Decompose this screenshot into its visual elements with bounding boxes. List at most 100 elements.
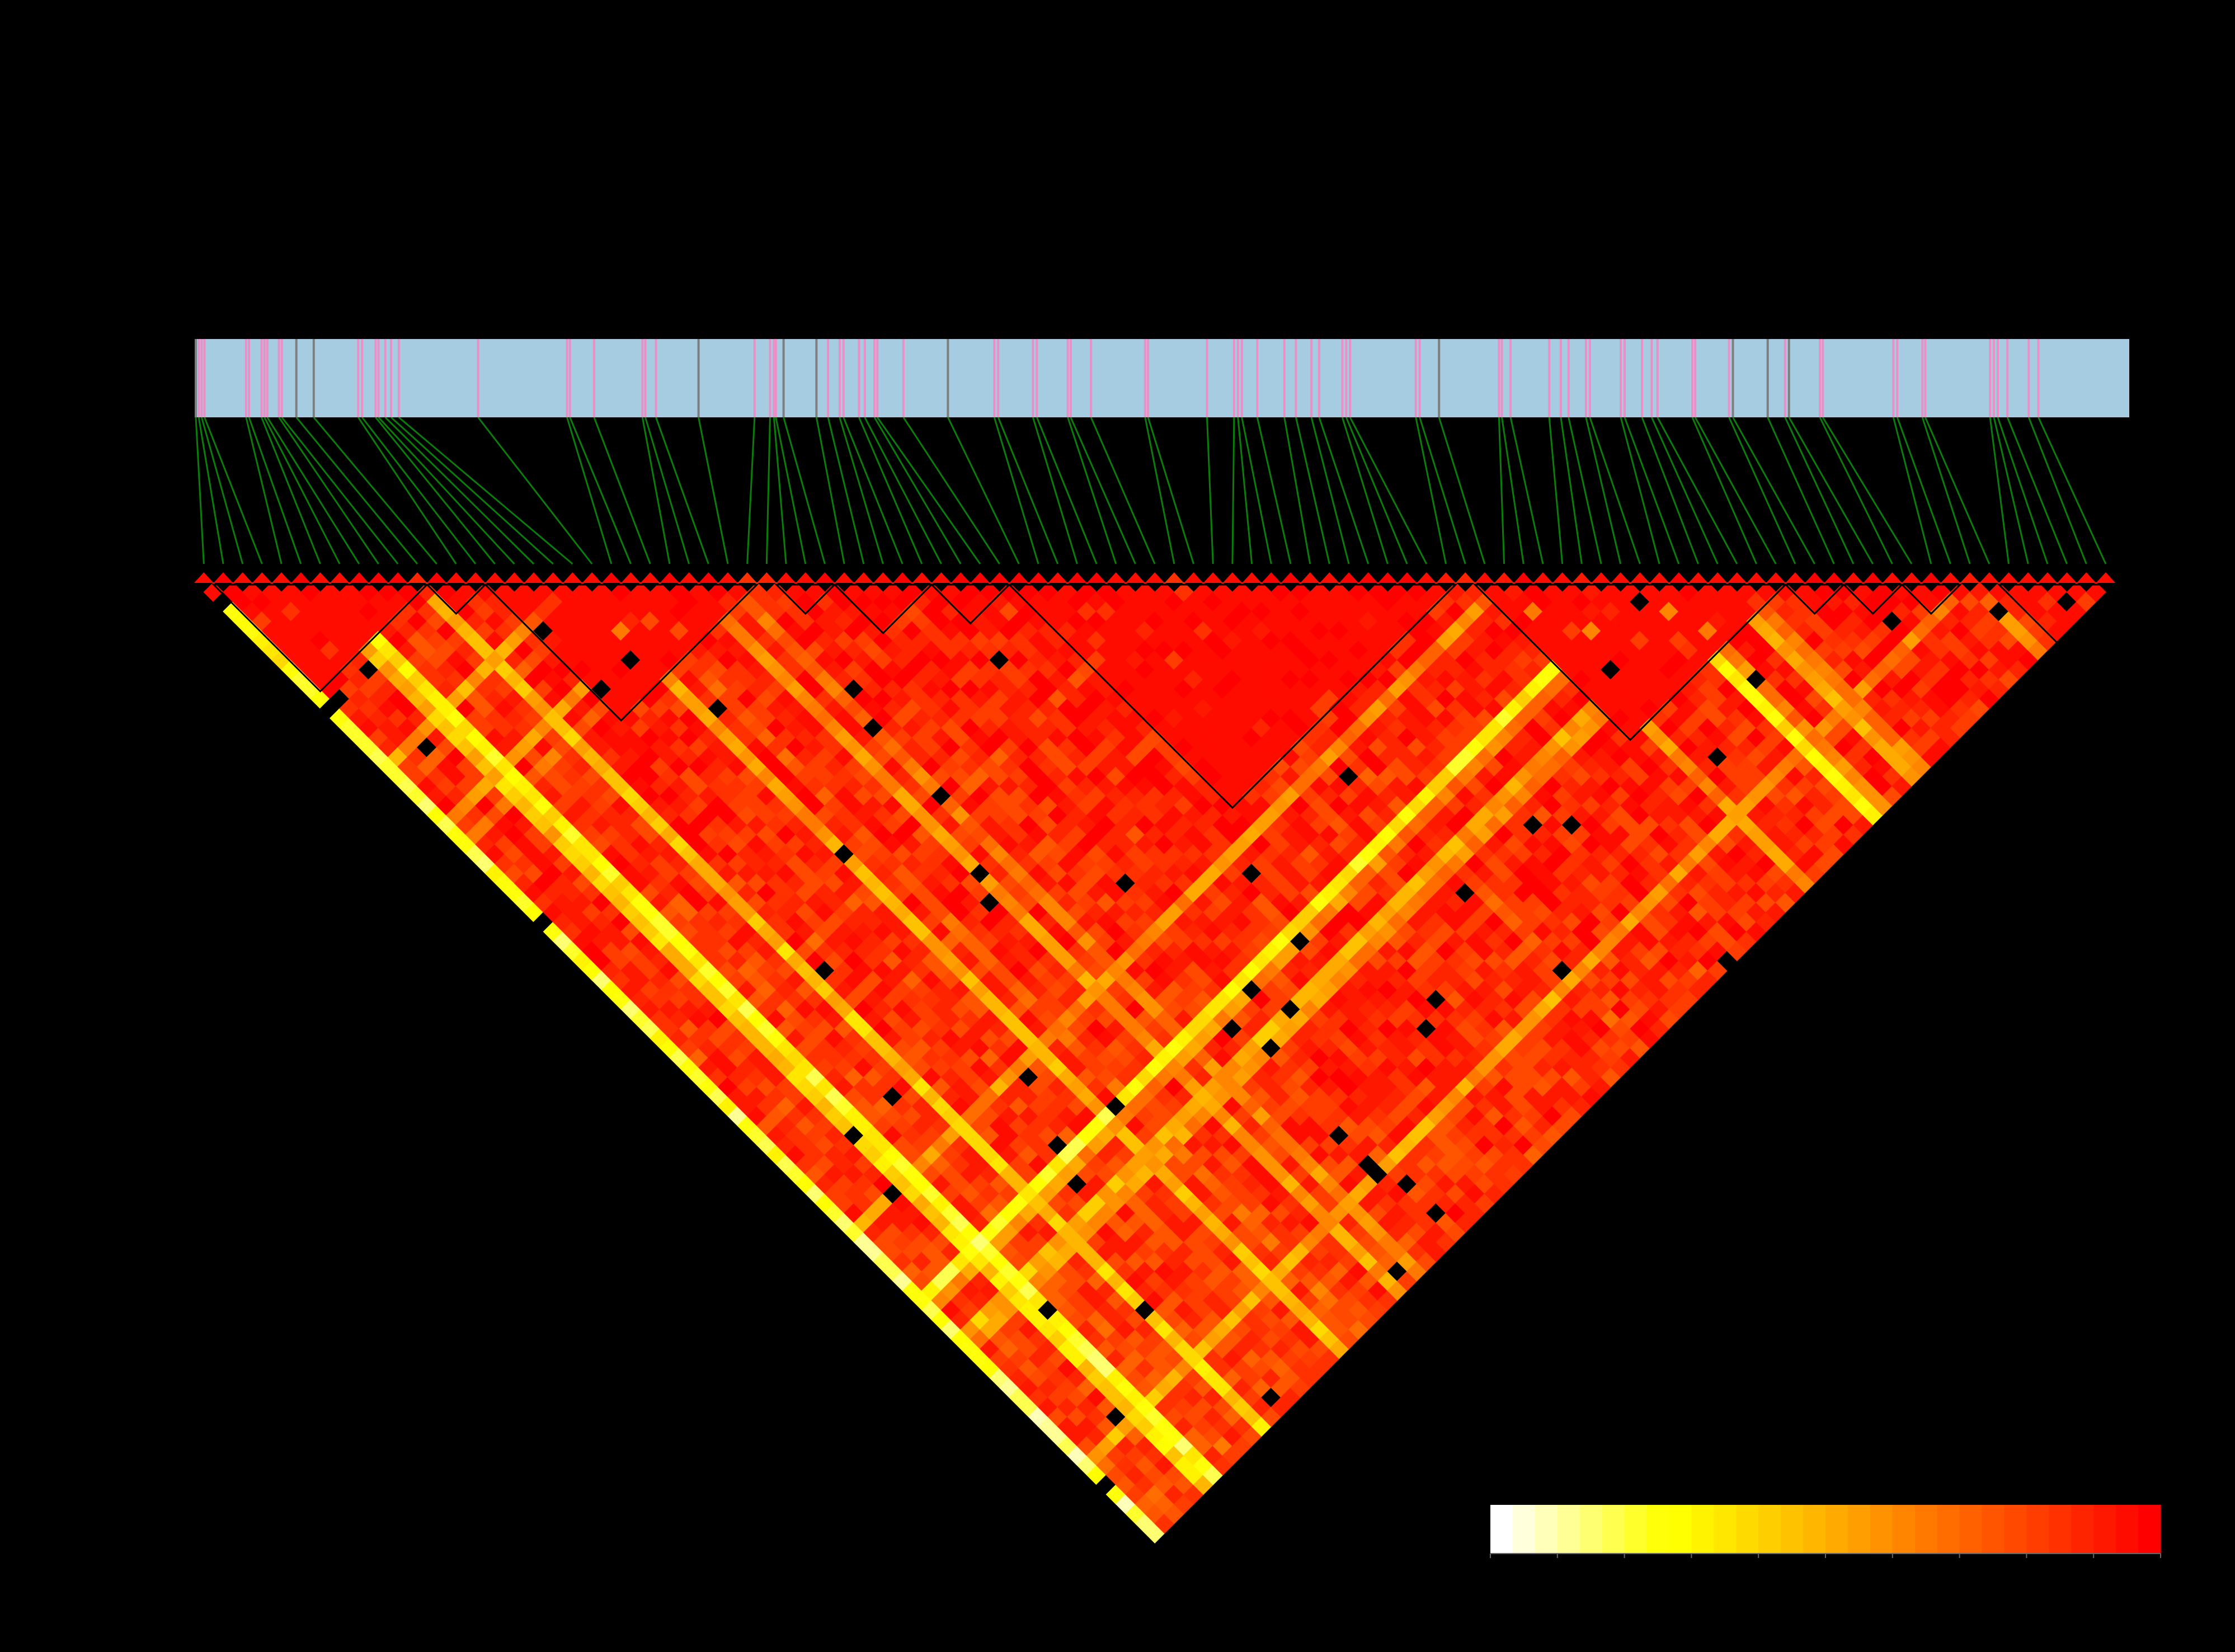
snp-connector-line (1728, 417, 1796, 564)
snp-connector-line (357, 417, 457, 564)
snp-connector-line (204, 417, 263, 564)
snp-connector-line (1641, 417, 1699, 564)
snp-connector-line (266, 417, 360, 564)
snp-connector-line (1788, 417, 1874, 564)
snp-connector-line (1732, 417, 1815, 564)
snp-connector-line (1090, 417, 1156, 564)
snp-connector-line (698, 417, 729, 564)
snp-connector-line (843, 417, 904, 564)
snp-connector-line (1819, 417, 1893, 564)
snp-connector-line (858, 417, 923, 564)
snp-connector-line (248, 417, 302, 564)
ld-cell (203, 582, 224, 603)
snp-connector-line (902, 417, 1000, 564)
snp-connector-line (1419, 417, 1466, 564)
snp-connector-line (1438, 417, 1486, 564)
snp-connector-line (1784, 417, 1855, 564)
snp-connector-line (1036, 417, 1098, 564)
snp-connector-line (384, 416, 535, 565)
snp-connector-line (827, 417, 865, 564)
snp-connector-line (1993, 417, 2029, 564)
snp-connector-line (1560, 417, 1583, 564)
snp-connector-line (947, 417, 1020, 564)
snp-connector-line (375, 417, 496, 564)
snp-connector-line (1231, 417, 1235, 564)
snp-connector-line (1206, 417, 1214, 564)
snp-connector-line (264, 417, 341, 564)
snp-connector-line (245, 417, 283, 564)
snp-connector-line (361, 417, 477, 564)
snp-connector-line (839, 417, 884, 564)
snp-connector-line (873, 417, 962, 564)
genomic-position-bar (195, 339, 2129, 417)
position-bar-rect (196, 339, 2129, 417)
snp-connector-line (1925, 417, 1991, 564)
snp-connector-line (1694, 417, 1777, 564)
snp-connector-line (1892, 417, 1932, 564)
snp-connector-line (1310, 417, 1350, 564)
snp-connector-line (569, 417, 632, 564)
snp-connector-line (477, 417, 593, 564)
snp-connector-line (775, 417, 807, 564)
snp-connector-line (2038, 417, 2107, 564)
snp-connector-line (1650, 417, 1719, 564)
snp-connector-line (281, 417, 399, 564)
snp-connector-line (1341, 417, 1389, 564)
snp-connector-line (1415, 417, 1447, 564)
snp-connector-line (1237, 417, 1253, 564)
snp-connector-line (1620, 417, 1660, 564)
snp-connector-line (1283, 417, 1311, 564)
snp-connector-line (593, 417, 651, 564)
snp-connector-line (815, 417, 845, 564)
snp-connector-line (644, 417, 690, 564)
snp-connector-line (877, 417, 981, 564)
snp-connector-line (1585, 417, 1622, 564)
snp-connector-line (1501, 417, 1524, 564)
snp-connector-line (1509, 417, 1544, 564)
snp-connector-line (1498, 417, 1505, 564)
snp-connector-line (200, 417, 244, 564)
snp-connector-line (566, 417, 613, 564)
snp-connector-line (655, 417, 709, 564)
snp-connector-line (765, 417, 771, 564)
snp-connector-line (261, 417, 321, 564)
snp-connector-line (1318, 417, 1370, 564)
snp-connector-line (1147, 417, 1194, 564)
snp-connector-line (295, 417, 418, 564)
snp-connector-line (746, 417, 756, 564)
snp-connector-line (1295, 417, 1330, 564)
snp-connector-line (1241, 417, 1272, 564)
snp-connector-line (1568, 417, 1602, 564)
snp-connector-line (773, 417, 787, 564)
snp-connector-line (2027, 417, 2087, 564)
snp-connector-line (313, 417, 437, 564)
snp-connector-lines (195, 416, 2107, 565)
snp-connector-line (1989, 417, 2010, 564)
snp-connector-line (1691, 417, 1757, 564)
snp-connector-line (997, 417, 1059, 564)
snp-connector-line (1589, 417, 1641, 564)
snp-connector-line (1548, 417, 1564, 564)
snp-connector-line (1070, 417, 1136, 564)
snp-connector-line (1767, 417, 1835, 564)
snp-connector-line (993, 417, 1039, 564)
snp-connector-line (278, 417, 379, 564)
snp-connector-line (197, 417, 224, 564)
snp-connector-line (1349, 417, 1428, 564)
snp-connector-line (1032, 417, 1078, 564)
snp-connector-line (1067, 417, 1117, 564)
snp-connector-line (2006, 417, 2068, 564)
snp-connector-line (864, 417, 942, 564)
snp-connector-line (1822, 417, 1913, 564)
ld-heatmap-triangle (203, 582, 2106, 1543)
snp-connector-line (1896, 417, 1951, 564)
snp-connector-line (1997, 417, 2049, 564)
snp-connector-line (1657, 417, 1738, 564)
snp-connector-line (398, 416, 573, 565)
snp-connector-line (1921, 417, 1971, 564)
snp-connector-line (1144, 417, 1175, 564)
snp-connector-line (378, 416, 515, 565)
snp-connector-line (195, 417, 205, 564)
